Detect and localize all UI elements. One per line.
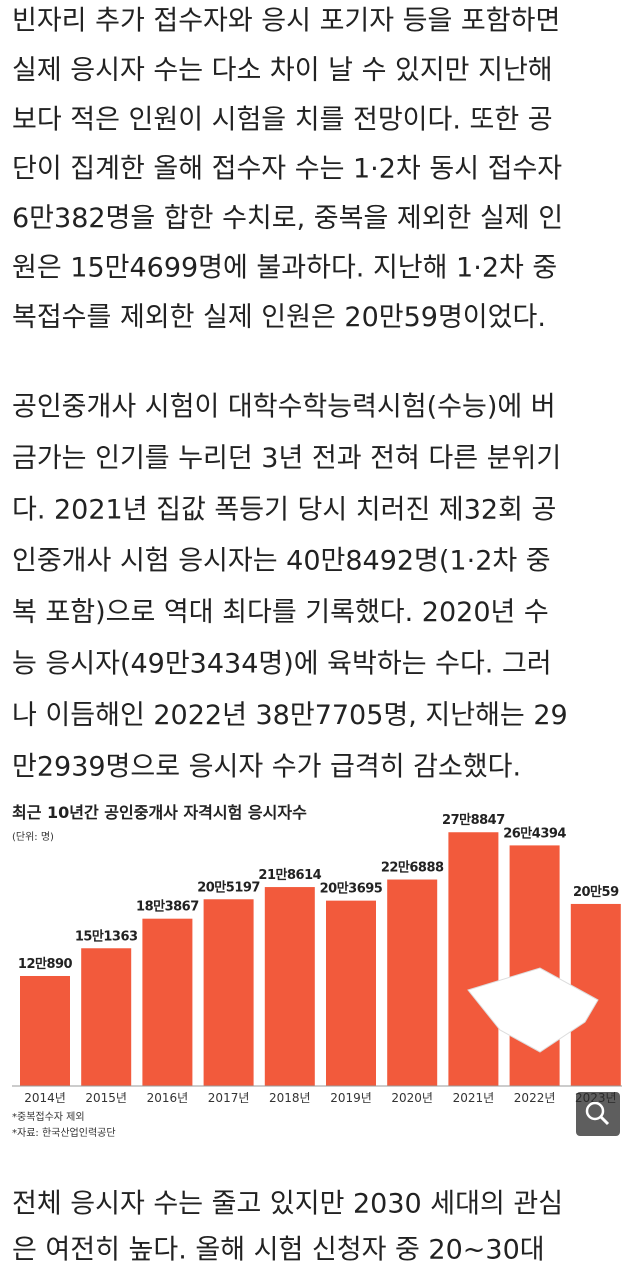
value-label: 18만3867	[136, 899, 199, 915]
paper-illustration	[467, 967, 599, 1053]
x-tick-label: 2016년	[147, 1091, 189, 1105]
chart-bars: 12만890 2014년 15만1363 2015년 18만3867 2016년 20만51…	[18, 812, 621, 1105]
paragraph-line: 복접수를 제외한 실제 인원은 20만59명이었다.	[12, 302, 546, 333]
paragraph-line: 원은 15만4699명에 불과하다. 지난해 1·2차 중	[12, 253, 557, 284]
bar	[81, 948, 132, 1086]
paragraph-line: 보다 적은 인원이 시험을 치를 전망이다. 또한 공	[12, 104, 553, 135]
paragraph-line: 능 응시자(49만3434명)에 육박하는 수다. 그러	[12, 649, 552, 680]
x-tick-label: 2020년	[391, 1091, 433, 1105]
paragraph-line: 은 여전히 높다. 올해 시험 신청자 중 20~30대	[12, 1235, 545, 1266]
chart-title: 최근 10년간 공인중개사 자격시험 응시자수	[12, 803, 307, 822]
chart-subtitle: (단위: 명)	[12, 830, 54, 843]
x-tick-label: 2021년	[453, 1091, 495, 1105]
value-label: 27만8847	[442, 812, 505, 828]
bar	[448, 832, 499, 1086]
x-tick-label: 2017년	[208, 1091, 250, 1105]
paragraph-line: 단이 집계한 올해 접수자 수는 1·2차 동시 접수자	[12, 154, 562, 185]
paragraph-line: 전체 응시자 수는 줄고 있지만 2030 세대의 관심	[12, 1189, 563, 1220]
value-label: 15만1363	[75, 928, 138, 944]
paragraph-line: 금가는 인기를 누리던 3년 전과 전혀 다른 분위기	[12, 443, 561, 474]
bar	[203, 899, 254, 1086]
paragraph-line: 다. 2021년 집값 폭등기 당시 치러진 제32회 공	[12, 494, 556, 525]
paragraph-line: 빈자리 추가 접수자와 응시 포기자 등을 포함하면	[12, 6, 560, 37]
zoom-icon	[599, 1115, 610, 1126]
paragraph-line: 6만382명을 합한 수치로, 중복을 제외한 실제 인	[12, 203, 563, 234]
chart-note: *중복접수자 제외	[12, 1111, 85, 1123]
paragraph-line: 인중개사 시험 응시자는 40만8492명(1·2차 중	[12, 546, 551, 577]
chart-note: *자료: 한국산업인력공단	[12, 1126, 116, 1139]
paragraph-line: 공인중개사 시험이 대학수학능력시험(수능)에 버	[12, 392, 556, 423]
zoom-icon	[585, 1101, 605, 1121]
bar	[509, 845, 560, 1086]
value-label: 21만8614	[258, 867, 321, 883]
bar	[142, 918, 193, 1086]
value-label: 20만59	[573, 884, 619, 900]
x-tick-label: 2014년	[24, 1091, 66, 1105]
value-label: 22만6888	[381, 860, 444, 876]
x-tick-label: 2022년	[514, 1091, 556, 1105]
paragraph-line: 나 이듬해인 2022년 38만7705명, 지난해는 29	[12, 700, 568, 731]
value-label: 26만4394	[503, 825, 566, 841]
paragraph-line: 만2939명으로 응시자 수가 급격히 감소했다.	[12, 751, 521, 782]
paragraph-line: 실제 응시자 수는 다소 차이 날 수 있지만 지난해	[12, 55, 553, 86]
x-tick-label: 2015년	[85, 1091, 127, 1105]
x-tick-label: 2019년	[330, 1091, 372, 1105]
paragraph-line: 복 포함)으로 역대 최다를 기록했다. 2020년 수	[12, 597, 549, 628]
value-label: 12만890	[18, 956, 73, 972]
bar	[20, 975, 70, 1086]
bar	[326, 900, 376, 1086]
value-label: 20만3695	[320, 881, 383, 897]
x-tick-label: 2018년	[269, 1091, 311, 1105]
zoom-button[interactable]	[576, 1092, 620, 1136]
value-label: 20만5197	[197, 879, 260, 895]
bar	[264, 887, 315, 1086]
zoom-button-bg[interactable]	[576, 1092, 620, 1136]
bar	[387, 879, 438, 1086]
